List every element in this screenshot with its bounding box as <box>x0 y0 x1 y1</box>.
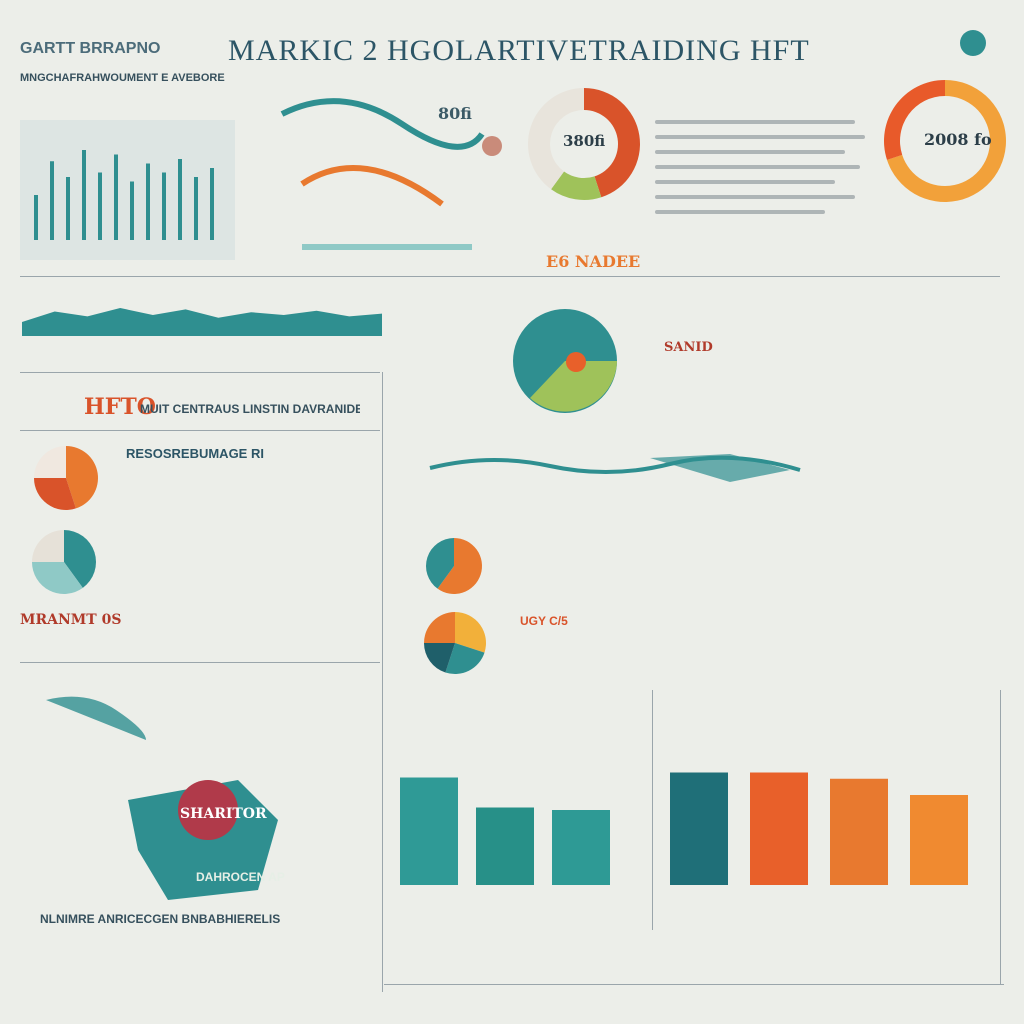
divider-mid-left-2 <box>20 430 380 431</box>
pie-left-1 <box>34 446 98 510</box>
text-line <box>655 150 845 154</box>
mid-date: UGY C/5 <box>520 614 568 628</box>
main-title: MARKIC 2 HGOLARTIVETRAIDING HFT <box>228 34 810 67</box>
bar-chart-right <box>670 772 968 885</box>
middle-banner-sub: MUIT CENTRAUS LINSTIN DAVRANIDE <box>140 402 360 416</box>
donut-top-center <box>528 88 640 200</box>
donut-top-center-slice-0 <box>584 88 640 198</box>
orange-caption: E6 NADEE <box>546 252 641 271</box>
top-left-spike-11 <box>210 168 214 240</box>
top-left-spike-0 <box>34 195 38 240</box>
bottom-caption: NLNIMRE ANRICECGEN BNBABHIERELIS <box>40 912 281 926</box>
pie-mid-2 <box>424 612 486 674</box>
pie-mid-2-slice-1 <box>445 643 485 674</box>
divider-vertical-left <box>382 372 383 992</box>
top-left-spike-7 <box>146 163 150 240</box>
bottom-left-illustration <box>46 696 146 740</box>
top-center-illustration <box>280 98 502 250</box>
text-line <box>655 180 835 184</box>
donut-top-right-slice-1 <box>884 80 945 160</box>
pie-left-2-slice-0 <box>64 530 96 588</box>
bar-chart-left <box>400 777 610 885</box>
divider-left-lower <box>20 662 380 663</box>
top-center-percent: 80fi <box>438 104 472 123</box>
pie-mid-1 <box>426 538 482 594</box>
middle-banner: HFTO <box>84 394 156 420</box>
donut-top-right <box>884 80 1006 202</box>
logo-icon <box>960 30 986 56</box>
top-left-spike-5 <box>114 154 118 240</box>
pie-left-1-slice-1 <box>34 478 76 510</box>
pie-left-2 <box>32 530 96 594</box>
bottom-left-sub: DAHROCEN AP <box>196 870 285 884</box>
left-heading: RESOSREBUMAGE RI <box>126 446 264 461</box>
donut-right-label: 2008 fo <box>924 130 992 149</box>
pie-left-2-slice-1 <box>32 562 83 594</box>
top-left-spike-6 <box>130 181 134 240</box>
pie-mid-1-slice-0 <box>437 538 482 594</box>
pie-mid-1-slice-1 <box>426 538 454 589</box>
pie-left-2-slice-2 <box>32 530 64 562</box>
top-left-spike-4 <box>98 172 102 240</box>
right-warm-bars-bar-2 <box>830 778 888 885</box>
top-left-spike-10 <box>194 177 198 240</box>
middle-wave <box>429 454 801 482</box>
donut-top-center-slice-2 <box>528 88 584 190</box>
donut-center-label: 380fi <box>563 132 606 150</box>
top-left-spike-1 <box>50 161 54 240</box>
bottom-left-badge: SHARITOR <box>180 806 267 822</box>
text-line <box>655 210 825 214</box>
left-teal-bars-bar-1 <box>476 807 534 885</box>
pie-left-1-slice-0 <box>66 446 98 509</box>
pie-mid-2-slice-2 <box>424 643 455 673</box>
divider-bottom <box>384 984 1004 985</box>
top-left-spike-8 <box>162 172 166 240</box>
left-title: GARTT BRRAPNO <box>20 40 161 57</box>
text-line <box>655 165 860 169</box>
top-left-spike-9 <box>178 159 182 240</box>
mountain-area <box>22 308 382 336</box>
right-warm-bars-bar-1 <box>750 772 808 885</box>
text-line <box>655 120 855 124</box>
divider-vertical-center <box>652 690 653 930</box>
pie-left-1-slice-2 <box>34 446 66 478</box>
bottom-left-blob <box>128 780 278 900</box>
left-mountain-chart <box>22 308 382 336</box>
left-footer: MRANMT 0S <box>20 612 122 628</box>
left-teal-bars-bar-2 <box>552 810 610 885</box>
divider-top <box>20 276 1000 277</box>
right-warm-bars-bar-0 <box>670 772 728 885</box>
mid-pie-label: SANID <box>664 340 713 355</box>
text-line <box>655 135 865 139</box>
middle-big-pie <box>513 309 617 413</box>
left-teal-bars-bar-0 <box>400 777 458 885</box>
top-left-spike-3 <box>82 150 86 240</box>
top-left-area-chart <box>20 120 235 260</box>
pie-mid-2-slice-3 <box>424 612 455 643</box>
right-warm-bars-bar-3 <box>910 795 968 885</box>
subtitle-left: MNGCHAFRAHWOUMENT E AVEBORE <box>20 72 225 84</box>
pie-mid-2-slice-0 <box>455 612 486 653</box>
top-left-spike-2 <box>66 177 70 240</box>
donut-top-center-slice-1 <box>551 171 602 200</box>
divider-mid-left <box>20 372 380 373</box>
divider-vertical-right <box>1000 690 1001 984</box>
text-line <box>655 195 855 199</box>
